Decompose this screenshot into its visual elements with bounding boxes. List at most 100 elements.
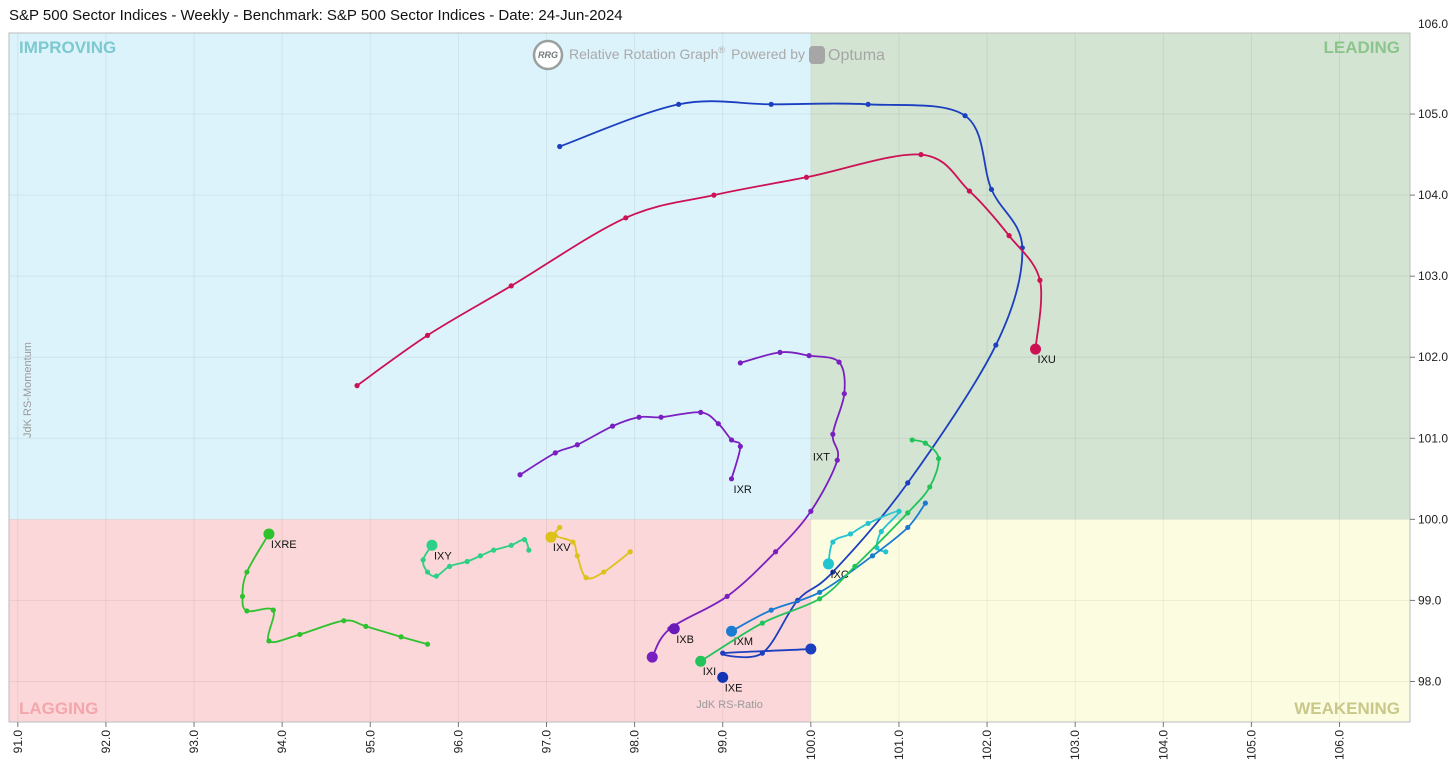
series-point xyxy=(297,631,303,638)
series-ixv: IXV xyxy=(545,524,633,581)
series-point xyxy=(552,450,558,456)
series-point xyxy=(962,113,968,119)
series-point xyxy=(239,593,246,599)
series-tails: IXT IXU IXR IXB IXC IXM IXI IXE IXRE IXY IXV xyxy=(239,100,1056,694)
series-point xyxy=(817,596,823,602)
x-tick-label: 106.0 xyxy=(1333,730,1347,760)
series-head-ixre xyxy=(263,528,275,540)
series-label-ixe: IXE xyxy=(725,682,743,694)
series-point xyxy=(1037,277,1043,283)
series-ixt: IXT xyxy=(557,100,1025,659)
series-label-ixr: IXR xyxy=(734,484,752,496)
series-point xyxy=(446,563,453,569)
series-ixr: IXR xyxy=(517,349,847,663)
axes: 91.0 92.0 93.0 94.0 95.0 96.0 97.0 98.0 99.0 100.… xyxy=(8,17,1448,760)
y-tick-label-partial: 106.0 xyxy=(1418,17,1448,31)
series-point xyxy=(803,174,810,180)
series-point xyxy=(557,143,563,150)
series-line-ixu xyxy=(356,153,1043,387)
series-point xyxy=(847,531,854,537)
series-point xyxy=(724,593,730,599)
series-point xyxy=(526,547,532,553)
x-tick-label: 91.0 xyxy=(11,730,25,754)
quadrant-label-leading: LEADING xyxy=(1324,38,1401,57)
series-label-ixy: IXY xyxy=(434,550,452,562)
quadrant-labels: IMPROVING LEADING LAGGING WEAKENING xyxy=(19,38,1400,718)
y-tick-label: 98.0 xyxy=(1418,674,1442,688)
series-point xyxy=(927,484,933,490)
series-head-ixu xyxy=(1030,343,1042,355)
y-tick-label: 104.0 xyxy=(1418,188,1448,202)
series-head-ixe xyxy=(717,671,729,683)
series-point xyxy=(557,524,563,531)
series-point xyxy=(993,342,999,348)
series-point xyxy=(424,569,431,575)
series-point xyxy=(711,192,717,198)
series-point xyxy=(477,553,484,559)
series-point xyxy=(728,437,735,443)
series-ixb: IXB xyxy=(668,623,694,646)
series-point xyxy=(817,589,823,595)
series-point xyxy=(570,539,576,545)
x-tick-label: 98.0 xyxy=(628,730,642,754)
series-point xyxy=(806,353,812,359)
series-point xyxy=(966,188,973,194)
series-point xyxy=(720,650,726,656)
series-point xyxy=(658,414,664,420)
series-head-ixv xyxy=(545,531,557,543)
series-head-ixt xyxy=(805,643,817,655)
x-tick-label: 92.0 xyxy=(99,730,113,754)
series-point xyxy=(988,186,995,193)
series-point xyxy=(424,332,431,338)
series-point xyxy=(865,520,871,527)
y-tick-label: 100.0 xyxy=(1418,512,1448,526)
series-label-ixb: IXB xyxy=(676,634,694,646)
series-point xyxy=(424,641,431,647)
series-point xyxy=(508,542,514,548)
series-point xyxy=(244,569,250,575)
series-label-ixre: IXRE xyxy=(271,539,297,551)
series-point xyxy=(341,618,347,624)
gridlines xyxy=(9,33,1410,722)
rrg-logo-badge: RRG xyxy=(538,50,558,60)
series-head-ixm xyxy=(726,625,738,637)
series-point xyxy=(1006,233,1012,239)
quadrant-label-improving: IMPROVING xyxy=(19,38,116,57)
rrg-logo-icon xyxy=(532,39,564,71)
chart-title: S&P 500 Sector Indices - Weekly - Benchm… xyxy=(9,7,623,24)
series-point xyxy=(922,500,928,506)
series-ixy: IXY xyxy=(420,537,532,579)
x-tick-label: 93.0 xyxy=(187,730,201,754)
y-axis-label: JdK RS-Momentum xyxy=(22,342,34,438)
series-point xyxy=(777,349,783,355)
series-point xyxy=(768,101,774,107)
series-label-ixt: IXT xyxy=(813,451,830,463)
series-point xyxy=(636,414,642,420)
series-point xyxy=(363,623,369,629)
quadrant-label-weakening: WEAKENING xyxy=(1294,699,1400,718)
series-label-ixi: IXI xyxy=(703,666,716,678)
series-point xyxy=(808,508,814,514)
series-point xyxy=(905,480,911,486)
x-tick-label: 105.0 xyxy=(1244,730,1258,760)
series-ixre: IXRE xyxy=(239,528,431,647)
x-tick-label: 102.0 xyxy=(980,730,994,760)
quadrant-weakening xyxy=(810,519,1410,722)
series-point xyxy=(841,391,847,397)
series-point xyxy=(715,421,721,427)
quadrant-backgrounds xyxy=(9,33,1410,722)
series-point xyxy=(905,510,911,516)
series-point xyxy=(834,457,840,463)
x-tick-label: 96.0 xyxy=(451,730,465,754)
series-point xyxy=(601,569,607,575)
series-point xyxy=(508,283,514,289)
series-point xyxy=(420,557,426,563)
series-point xyxy=(935,455,942,462)
series-point xyxy=(759,650,765,656)
series-label-ixm: IXM xyxy=(734,636,754,648)
series-head-ixc xyxy=(822,558,834,570)
series-label-ixu: IXU xyxy=(1038,354,1056,366)
x-axis-label: JdK RS-Ratio xyxy=(696,699,763,711)
series-ixi: IXI xyxy=(695,437,942,678)
series-head-ixy xyxy=(426,539,438,551)
